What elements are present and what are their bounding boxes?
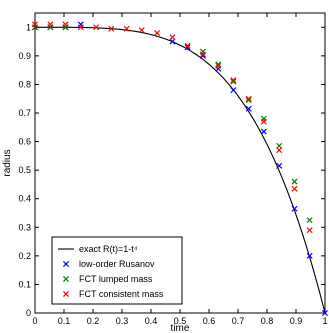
data-point — [260, 118, 267, 125]
data-point — [215, 61, 222, 68]
legend-box — [51, 236, 183, 305]
x-tick-label: 0.4 — [145, 316, 158, 326]
data-point — [291, 205, 298, 212]
x-tick-label: 0 — [32, 316, 37, 326]
data-point — [108, 25, 115, 32]
data-point — [138, 27, 145, 34]
y-tick-label: 0.5 — [18, 165, 31, 175]
y-tick-label: 1 — [26, 22, 31, 32]
data-point — [230, 87, 237, 94]
x-tick-label: 0.6 — [203, 316, 216, 326]
data-point — [321, 309, 329, 317]
data-point — [215, 62, 222, 69]
legend-entry: FCT consistent mass — [79, 289, 164, 299]
y-tick-label: 0 — [26, 308, 31, 318]
legend-swatch-marker — [62, 275, 70, 283]
x-tick-label: 0.8 — [261, 316, 274, 326]
data-point — [230, 77, 237, 84]
data-point — [245, 95, 252, 102]
data-point — [306, 217, 313, 224]
data-point — [291, 178, 298, 185]
legend-swatch-marker — [62, 260, 70, 268]
data-point — [291, 185, 298, 192]
x-tick-label: 1 — [322, 316, 327, 326]
data-point — [245, 105, 252, 112]
y-axis-label: radius — [2, 149, 13, 176]
data-point — [184, 42, 191, 49]
y-tick-label: 0.1 — [18, 279, 31, 289]
data-point — [31, 21, 39, 28]
data-point — [260, 128, 267, 135]
series-3-markers — [31, 21, 313, 234]
series-exact-line — [35, 26, 326, 314]
x-tick-label: 0.7 — [232, 316, 245, 326]
data-point — [93, 24, 100, 31]
data-point — [184, 44, 191, 51]
x-tick-label: 0.3 — [116, 316, 129, 326]
x-tick-label: 0.5 — [174, 316, 187, 326]
legend-entry: exact R(t)=1-t⁴ — [79, 244, 138, 254]
y-tick-label: 0.8 — [18, 79, 31, 89]
y-tick-label: 0.7 — [18, 108, 31, 118]
legend-swatch-marker — [62, 290, 70, 298]
data-point — [276, 147, 283, 154]
axis-ticks: 0 0.1 0.2 0.3 0.4 0.5 0.6 0.7 0.8 0.9 1 0 0.1 0.2 0.3 0… — [18, 13, 328, 326]
x-tick-label: 0.2 — [87, 316, 100, 326]
data-point — [169, 34, 176, 41]
data-point — [306, 252, 313, 259]
y-tick-label: 0.3 — [18, 222, 31, 232]
data-point — [47, 21, 54, 28]
x-tick-label: 0.9 — [290, 316, 303, 326]
y-tick-label: 0.4 — [18, 194, 31, 204]
data-point — [199, 51, 206, 58]
data-point — [230, 78, 237, 85]
series-layer — [31, 21, 329, 317]
legend: exact R(t)=1-t⁴ low-order Rusanov FCT lump… — [51, 236, 183, 305]
legend-entry: FCT lumped mass — [79, 274, 153, 284]
legend-entry: low-order Rusanov — [79, 259, 155, 269]
x-axis-label: time — [171, 323, 190, 333]
data-point — [154, 29, 161, 37]
y-tick-label: 0.6 — [18, 137, 31, 147]
data-point — [306, 227, 313, 234]
data-point — [77, 24, 84, 31]
y-tick-label: 0.9 — [18, 51, 31, 61]
data-point — [276, 162, 283, 169]
data-point — [245, 97, 252, 104]
data-point — [62, 21, 69, 28]
x-tick-label: 0.1 — [58, 316, 71, 326]
y-tick-label: 0.2 — [18, 251, 31, 261]
data-point — [123, 25, 130, 32]
